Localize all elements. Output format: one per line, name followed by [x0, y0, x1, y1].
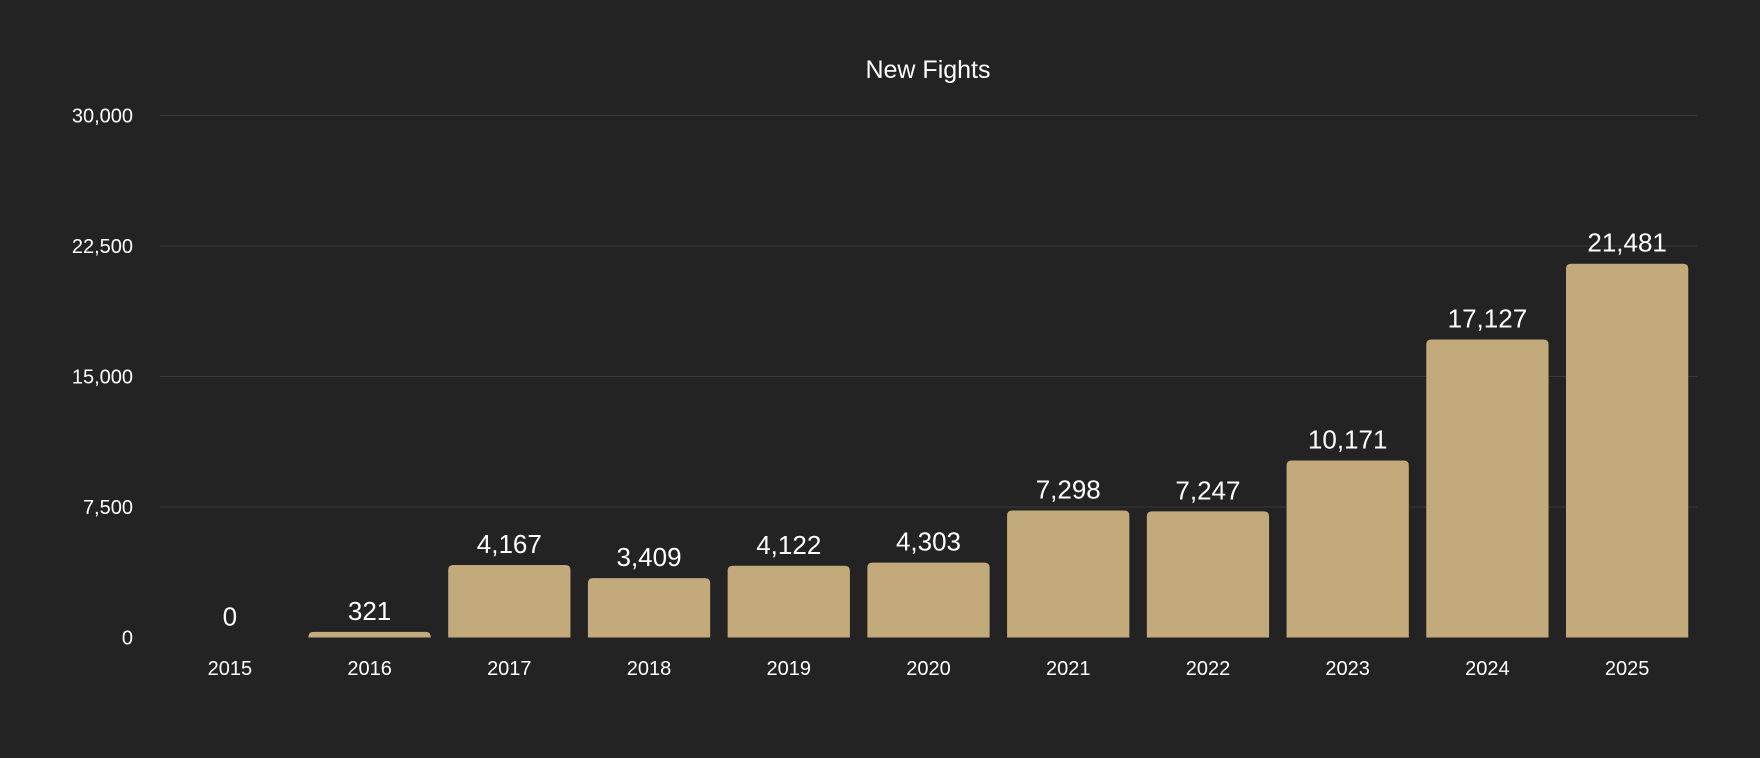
x-tick-label: 2023: [1325, 658, 1370, 680]
data-label: 3,409: [617, 542, 682, 572]
bar-2018[interactable]: [587, 578, 711, 638]
y-tick-label: 22,500: [72, 236, 133, 258]
bar-2021[interactable]: [1007, 510, 1130, 638]
chart-title: New Fights: [865, 56, 990, 84]
x-tick-label: 2015: [208, 658, 253, 680]
bar-2017[interactable]: [448, 564, 571, 638]
bar-2019[interactable]: [727, 565, 850, 638]
bars: 0 321 4,167 3,409 4,122 4,303 7,298 7,247 10,171…: [223, 228, 1689, 638]
x-tick-label: 2025: [1605, 658, 1650, 680]
y-tick-label: 30,000: [72, 106, 133, 128]
data-label: 4,303: [896, 527, 961, 557]
data-label: 0: [223, 602, 237, 632]
y-tick-label: 15,000: [72, 367, 133, 389]
data-label: 321: [348, 596, 391, 626]
y-axis: 0 7,500 15,000 22,500 30,000: [72, 106, 133, 650]
data-label: 10,171: [1308, 425, 1388, 455]
x-tick-label: 2024: [1465, 658, 1510, 680]
data-label: 7,298: [1036, 475, 1101, 505]
x-tick-label: 2016: [347, 658, 392, 680]
x-tick-label: 2020: [906, 658, 951, 680]
data-label: 4,122: [756, 530, 821, 560]
y-tick-label: 7,500: [83, 497, 133, 519]
x-tick-label: 2017: [487, 658, 532, 680]
bar-2025[interactable]: [1566, 263, 1689, 638]
data-label: 7,247: [1175, 475, 1240, 505]
y-tick-label: 0: [122, 628, 133, 650]
x-tick-label: 2019: [767, 658, 812, 680]
x-tick-label: 2018: [627, 658, 672, 680]
bar-2020[interactable]: [867, 562, 990, 638]
x-tick-label: 2021: [1046, 658, 1091, 680]
x-tick-label: 2022: [1186, 658, 1231, 680]
data-label: 17,127: [1448, 303, 1528, 333]
bar-2022[interactable]: [1146, 511, 1270, 638]
bar-2024[interactable]: [1426, 339, 1549, 638]
x-axis: 2015 2016 2017 2018 2019 2020 2021 2022 2023 2024…: [208, 658, 1650, 680]
data-label: 4,167: [477, 529, 542, 559]
data-label: 21,481: [1587, 228, 1667, 258]
bar-2023[interactable]: [1286, 460, 1409, 638]
bar-2016[interactable]: [308, 631, 431, 638]
